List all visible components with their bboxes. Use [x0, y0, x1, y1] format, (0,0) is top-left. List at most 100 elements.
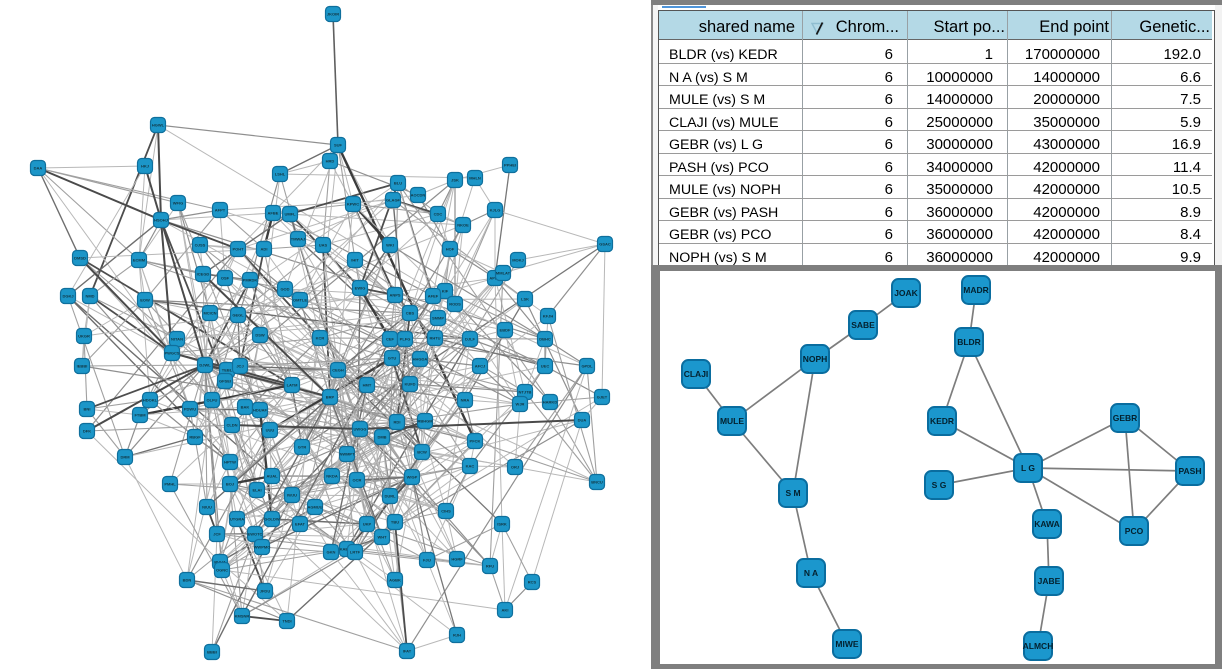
svg-text:HDOKL: HDOKL	[143, 398, 158, 403]
svg-text:NIUU: NIUU	[202, 505, 212, 510]
svg-text:KIF: KIF	[442, 289, 449, 294]
svg-text:RCS: RCS	[528, 580, 537, 585]
svg-text:PWGCS: PWGCS	[164, 351, 179, 356]
svg-text:DMB: DMB	[377, 435, 386, 440]
svg-text:ANPS: ANPS	[389, 293, 400, 298]
svg-text:KAC: KAC	[466, 464, 475, 469]
svg-text:AFBE: AFBE	[268, 211, 279, 216]
svg-text:TBU: TBU	[391, 520, 399, 525]
svg-text:UAS: UAS	[319, 243, 328, 248]
svg-text:AUAL: AUAL	[266, 474, 278, 479]
svg-text:NOPH: NOPH	[803, 354, 828, 364]
svg-text:GEBR: GEBR	[1113, 413, 1138, 423]
svg-text:CEF: CEF	[386, 337, 395, 342]
svg-text:TMWAJ: TMWAJ	[291, 237, 305, 242]
svg-text:WIGP: WIGP	[407, 475, 418, 480]
svg-text:JCF: JCF	[213, 532, 221, 537]
svg-text:BCW: BCW	[417, 450, 427, 455]
svg-text:GKN: GKN	[327, 550, 336, 555]
svg-text:PMRDK: PMRDK	[243, 278, 258, 283]
svg-text:SMMP: SMMP	[432, 316, 444, 321]
svg-text:UEC: UEC	[541, 364, 550, 369]
svg-text:TEBL: TEBL	[222, 368, 233, 373]
svg-text:BRP: BRP	[326, 395, 335, 400]
svg-text:KAWA: KAWA	[1034, 519, 1060, 529]
svg-text:NRA: NRA	[461, 398, 470, 403]
svg-text:SABE: SABE	[851, 320, 875, 330]
svg-text:JFDU: JFDU	[260, 589, 271, 594]
svg-text:CBS: CBS	[406, 311, 415, 316]
svg-text:BDN: BDN	[183, 578, 192, 583]
svg-text:DUA: DUA	[578, 418, 587, 423]
svg-text:HARKD: HARKD	[543, 400, 558, 405]
svg-text:HMT: HMT	[363, 383, 372, 388]
svg-text:S M: S M	[785, 488, 800, 498]
svg-text:WKI: WKI	[386, 243, 394, 248]
svg-text:GTU: GTU	[388, 356, 397, 361]
svg-text:UUU: UUU	[266, 428, 275, 433]
svg-text:BLDR: BLDR	[957, 337, 981, 347]
svg-text:KFJH: KFJH	[543, 314, 554, 319]
svg-text:RHTU: RHTU	[429, 336, 440, 341]
svg-text:OGNC: OGNC	[216, 568, 228, 573]
svg-text:AFEF: AFEF	[428, 294, 439, 299]
svg-text:BBBI: BBBI	[207, 650, 217, 655]
svg-text:NTJTB: NTJTB	[519, 390, 532, 395]
svg-text:DFK: DFK	[83, 429, 91, 434]
svg-text:WWPMO: WWPMO	[254, 545, 271, 550]
svg-text:WJR: WJR	[516, 402, 525, 407]
svg-text:ICEGD: ICEGD	[197, 272, 210, 277]
svg-text:EOW: EOW	[140, 298, 150, 303]
svg-text:GOD: GOD	[280, 287, 289, 292]
svg-text:PLFG: PLFG	[400, 337, 411, 342]
svg-text:CEGH: CEGH	[332, 368, 344, 373]
svg-text:HGWL: HGWL	[152, 123, 165, 128]
svg-text:RJH: RJH	[453, 633, 461, 638]
svg-text:MIWE: MIWE	[835, 639, 858, 649]
svg-text:LRTF: LRTF	[350, 550, 361, 555]
svg-text:MADR: MADR	[963, 285, 989, 295]
svg-text:BLU: BLU	[394, 181, 402, 186]
svg-text:ADI: ADI	[261, 247, 268, 252]
svg-text:DSW: DSW	[255, 333, 265, 338]
svg-text:DMSD: DMSD	[74, 256, 86, 261]
svg-text:JSK: JSK	[451, 178, 459, 183]
svg-text:ALMCH: ALMCH	[1023, 641, 1054, 651]
svg-text:MHLN: MHLN	[469, 176, 481, 181]
svg-text:PCO: PCO	[1125, 526, 1144, 536]
svg-text:BAK: BAK	[241, 405, 250, 410]
svg-text:HSOHJ: HSOHJ	[154, 218, 168, 223]
svg-text:DRM: DRM	[120, 455, 130, 460]
svg-text:LSHL: LSHL	[275, 172, 286, 177]
svg-text:EWOTC: EWOTC	[248, 532, 263, 537]
svg-text:CLAJI: CLAJI	[684, 369, 709, 379]
svg-text:PMHL: PMHL	[164, 482, 176, 487]
svg-text:ISRK: ISRK	[497, 522, 507, 527]
svg-text:BNCU: BNCU	[591, 480, 603, 485]
svg-text:CLDN: CLDN	[226, 423, 237, 428]
svg-text:HPTW: HPTW	[224, 460, 236, 465]
svg-text:SUF: SUF	[334, 143, 343, 148]
svg-text:OMTLE: OMTLE	[293, 298, 307, 303]
svg-text:WFIG: WFIG	[173, 201, 183, 206]
svg-text:HOF: HOF	[446, 247, 455, 252]
svg-text:MULE: MULE	[720, 416, 744, 426]
svg-text:IEBBI: IEBBI	[77, 364, 88, 369]
svg-text:OCR: OCR	[353, 478, 362, 483]
svg-text:GJET: GJET	[597, 395, 608, 400]
svg-text:NKDA: NKDA	[326, 474, 338, 479]
svg-text:AGBK: AGBK	[389, 578, 401, 583]
svg-text:JABE: JABE	[1038, 576, 1061, 586]
svg-text:L G: L G	[1021, 463, 1035, 473]
svg-text:CDC: CDC	[434, 212, 443, 217]
svg-text:AFCJ: AFCJ	[475, 364, 485, 369]
svg-text:CIHS: CIHS	[441, 509, 451, 514]
svg-text:IWJU: IWJU	[287, 493, 297, 498]
svg-text:GEGL: GEGL	[232, 313, 244, 318]
svg-text:EBDF: EBDF	[500, 328, 511, 333]
svg-text:IHIT: IHIT	[351, 258, 359, 263]
svg-text:NITAN: NITAN	[171, 337, 183, 342]
svg-text:GSAC: GSAC	[599, 242, 611, 247]
svg-text:FTBM: FTBM	[134, 413, 146, 418]
svg-text:POHT: POHT	[232, 247, 244, 252]
